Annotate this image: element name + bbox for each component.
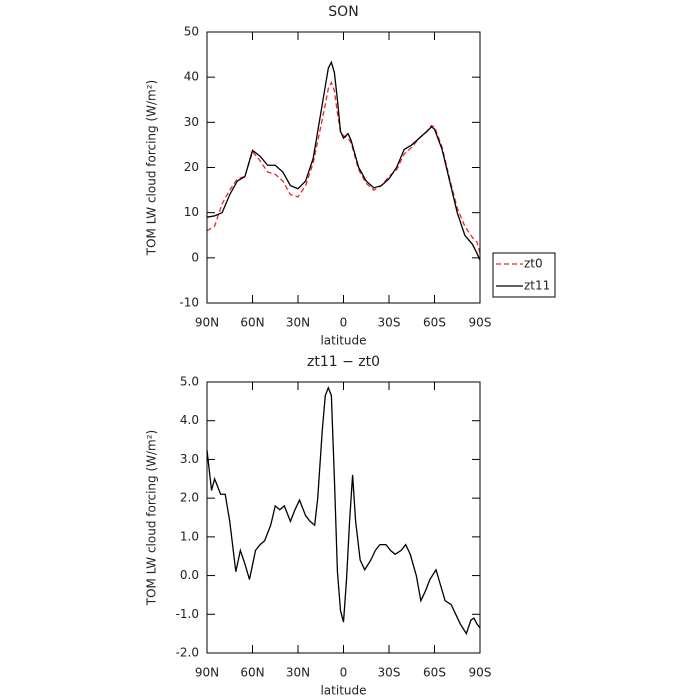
y-tick-label: 4.0 — [180, 413, 199, 427]
chart-title: SON — [328, 4, 358, 20]
y-tick-label: -10 — [179, 296, 199, 310]
y-tick-label: 1.0 — [180, 529, 199, 543]
x-tick-label: 60N — [240, 666, 264, 680]
y-tick-label: 2.0 — [180, 491, 199, 505]
x-tick-label: 90N — [195, 666, 219, 680]
x-tick-label: 90S — [469, 666, 492, 680]
y-tick-label: 0.0 — [180, 568, 199, 582]
y-axis-label: TOM LW cloud forcing (W/m²) — [145, 430, 159, 607]
y-tick-label: 0 — [191, 250, 199, 264]
y-tick-label: 50 — [184, 25, 199, 39]
y-tick-label: -2.0 — [176, 646, 199, 660]
x-tick-label: 30N — [286, 316, 310, 330]
x-tick-label: 60S — [423, 666, 446, 680]
y-axis-label: TOM LW cloud forcing (W/m²) — [145, 80, 159, 257]
y-tick-label: 30 — [184, 115, 199, 129]
legend-label: zt11 — [524, 279, 550, 293]
legend-box — [492, 252, 556, 298]
x-axis-label: latitude — [320, 684, 366, 698]
y-tick-label: 10 — [184, 205, 199, 219]
plot-frame — [206, 31, 481, 304]
y-tick-label: 20 — [184, 160, 199, 174]
x-tick-label: 60N — [240, 316, 264, 330]
x-tick-label: 0 — [340, 316, 348, 330]
data-line — [206, 386, 481, 636]
x-axis-label: latitude — [320, 334, 366, 348]
x-tick-label: 30N — [286, 666, 310, 680]
data-line — [206, 60, 481, 261]
plot-frame — [206, 381, 481, 654]
x-tick-label: 90N — [195, 316, 219, 330]
y-tick-label: 3.0 — [180, 452, 199, 466]
y-tick-label: 5.0 — [180, 375, 199, 389]
x-tick-label: 30S — [378, 666, 401, 680]
y-tick-label: 40 — [184, 70, 199, 84]
x-tick-label: 60S — [423, 316, 446, 330]
data-line — [206, 80, 481, 254]
chart-title: zt11 − zt0 — [307, 354, 380, 370]
x-tick-label: 0 — [340, 666, 348, 680]
y-tick-label: -1.0 — [176, 607, 199, 621]
x-tick-label: 30S — [378, 316, 401, 330]
x-tick-label: 90S — [469, 316, 492, 330]
legend-label: zt0 — [524, 257, 543, 271]
